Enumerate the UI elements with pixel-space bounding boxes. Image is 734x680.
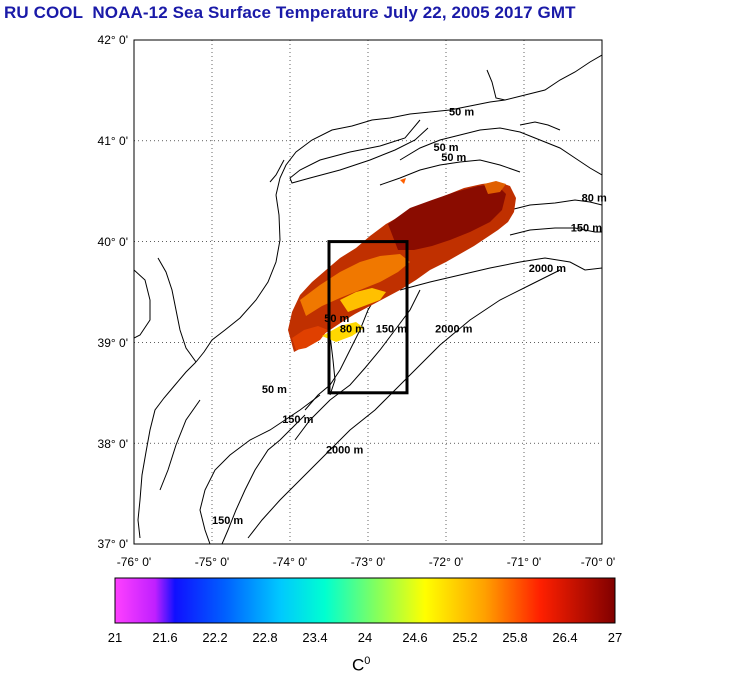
contour-label: 150 m bbox=[282, 414, 313, 426]
coastline bbox=[134, 54, 602, 539]
lat-tick-label: 40° 0' bbox=[98, 235, 128, 249]
lat-tick-label: 37° 0' bbox=[98, 537, 128, 551]
colorbar-unit: C0 bbox=[352, 655, 370, 676]
lat-tick-label: 42° 0' bbox=[98, 33, 128, 47]
colorbar-tick-label: 21.6 bbox=[152, 630, 177, 645]
lon-tick-label: -72° 0' bbox=[429, 555, 463, 569]
lon-tick-label: -73° 0' bbox=[351, 555, 385, 569]
colorbar-tick-label: 21 bbox=[108, 630, 122, 645]
lat-tick-label: 39° 0' bbox=[98, 336, 128, 350]
contour-label: 150 m bbox=[212, 515, 243, 527]
contour-label: 80 m bbox=[582, 192, 607, 204]
contour-label: 50 m bbox=[324, 313, 349, 325]
colorbar-tick-label: 27 bbox=[608, 630, 622, 645]
contour-label: 50 m bbox=[262, 384, 287, 396]
colorbar-tick-label: 23.4 bbox=[302, 630, 327, 645]
lon-tick-label: -70° 0' bbox=[581, 555, 615, 569]
lon-tick-label: -75° 0' bbox=[195, 555, 229, 569]
colorbar-tick-label: 24.6 bbox=[402, 630, 427, 645]
contour-label: 80 m bbox=[340, 323, 365, 335]
contour-label: 2000 m bbox=[529, 263, 567, 275]
latitude-labels: 42° 0' 41° 0' 40° 0' 39° 0' 38° 0' 37° 0… bbox=[98, 33, 128, 551]
lon-tick-label: -71° 0' bbox=[507, 555, 541, 569]
map-title: RU COOL NOAA-12 Sea Surface Temperature … bbox=[4, 3, 576, 22]
contour-label: 50 m bbox=[449, 107, 474, 119]
colorbar-tick-label: 22.2 bbox=[202, 630, 227, 645]
contour-label: 2000 m bbox=[326, 444, 364, 456]
colorbar-tick-label: 25.8 bbox=[502, 630, 527, 645]
colorbar bbox=[114, 577, 616, 624]
contour-label: 2000 m bbox=[435, 323, 473, 335]
colorbar-tick-label: 22.8 bbox=[252, 630, 277, 645]
lon-tick-label: -74° 0' bbox=[273, 555, 307, 569]
longitude-labels: -76° 0' -75° 0' -74° 0' -73° 0' -72° 0' … bbox=[117, 555, 615, 569]
contour-label: 50 m bbox=[433, 142, 458, 154]
lat-tick-label: 41° 0' bbox=[98, 134, 128, 148]
contour-label: 150 m bbox=[571, 223, 602, 235]
lat-tick-label: 38° 0' bbox=[98, 437, 128, 451]
lon-tick-label: -76° 0' bbox=[117, 555, 151, 569]
colorbar-labels: 21 21.6 22.2 22.8 23.4 24 24.6 25.2 25.8 26.4 27 bbox=[108, 630, 622, 645]
colorbar-tick-label: 25.2 bbox=[452, 630, 477, 645]
contour-label: 50 m bbox=[441, 152, 466, 164]
colorbar-tick-label: 24 bbox=[358, 630, 372, 645]
colorbar-tick-label: 26.4 bbox=[552, 630, 577, 645]
study-area-box bbox=[327, 240, 409, 395]
unit-label: C bbox=[352, 655, 365, 675]
depth-contours bbox=[199, 127, 602, 544]
unit-superscript: 0 bbox=[364, 655, 371, 667]
contour-label: 150 m bbox=[376, 323, 407, 335]
